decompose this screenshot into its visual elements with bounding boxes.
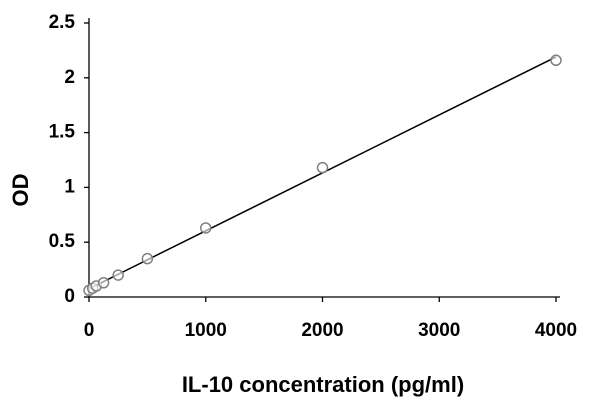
x-tick-label: 4000 xyxy=(535,320,577,341)
x-tick-label: 3000 xyxy=(418,320,460,341)
y-tick-label: 0 xyxy=(64,286,75,307)
point xyxy=(112,269,124,281)
y-tick-label: 0.5 xyxy=(49,231,76,252)
y-tick-label: 1.5 xyxy=(49,122,76,143)
point xyxy=(141,252,154,265)
point xyxy=(200,222,212,234)
y-axis-label: OD xyxy=(8,174,33,207)
x-tick-label: 2000 xyxy=(301,320,343,341)
y-tick-label: 1 xyxy=(64,176,75,197)
point xyxy=(316,161,329,174)
point xyxy=(550,54,562,67)
y-tick-label: 2.5 xyxy=(49,12,76,33)
x-axis-label: IL-10 concentration (pg/ml) xyxy=(182,372,464,397)
y-tick-label: 2 xyxy=(64,67,75,88)
x-tick-label: 1000 xyxy=(185,320,227,341)
point xyxy=(97,277,110,289)
x-tick-label: 0 xyxy=(84,320,95,341)
